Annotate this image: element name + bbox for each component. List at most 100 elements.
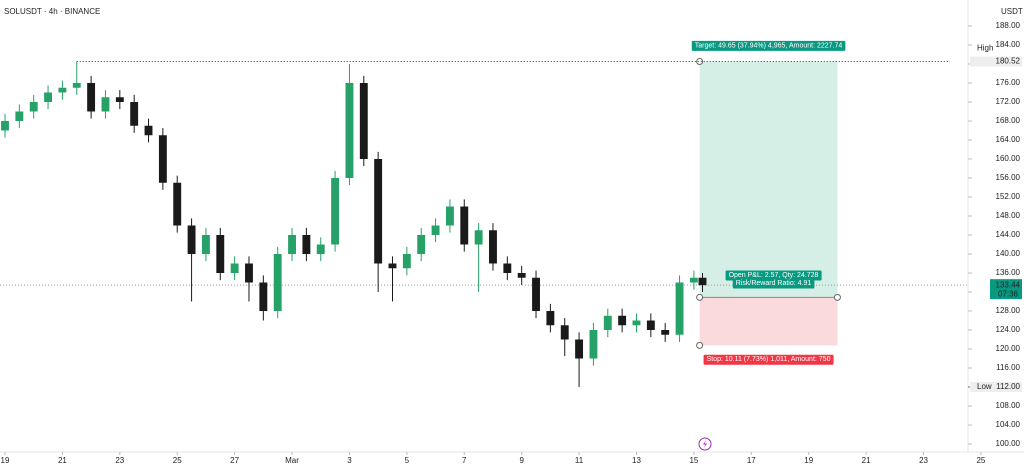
position-handle xyxy=(833,293,841,301)
high-label: High xyxy=(977,44,993,53)
candle-body xyxy=(575,339,584,359)
tag: Target: 49.65 (37.94%) 4,965, Amount: 22… xyxy=(691,40,846,51)
y-tick-label: 176.00 xyxy=(996,78,1021,87)
candle-body xyxy=(144,125,153,136)
x-tick-label: 23 xyxy=(919,456,928,465)
candle-body xyxy=(431,225,440,236)
candle-body xyxy=(259,282,268,312)
x-tick-label: 7 xyxy=(462,456,467,465)
candle-body xyxy=(589,330,598,359)
candle-body xyxy=(87,82,96,112)
y-tick-label: 184.00 xyxy=(996,40,1021,49)
y-tick-label: 156.00 xyxy=(996,173,1021,182)
x-tick-label: Mar xyxy=(285,456,299,465)
candle-body xyxy=(374,158,383,264)
candle-body xyxy=(689,277,698,283)
x-tick-label: 3 xyxy=(347,456,352,465)
candle-body xyxy=(546,311,555,326)
y-tick-label: 168.00 xyxy=(996,116,1021,125)
y-tick-label: 148.00 xyxy=(996,211,1021,220)
candle-body xyxy=(646,320,655,331)
candle-body xyxy=(517,273,526,278)
candle-body xyxy=(445,206,454,226)
candle-body xyxy=(115,97,124,102)
candle-body xyxy=(173,182,182,226)
tag-text: Open P&L: 2.57, Qty: 24.728 xyxy=(729,272,819,279)
tag-text: Risk/Reward Ratio: 4.91 xyxy=(736,280,812,287)
candle-body xyxy=(345,82,354,178)
axis-tag-bg xyxy=(970,382,1022,393)
candle-body xyxy=(331,177,340,245)
x-tick-label: 25 xyxy=(976,456,985,465)
tag-bg xyxy=(732,278,815,289)
axis-tag-text: 180.52 xyxy=(996,57,1021,66)
tag-text: Target: 49.65 (37.94%) 4,965, Amount: 22… xyxy=(695,42,843,49)
tag-bg xyxy=(703,354,834,365)
y-tick-label: 104.00 xyxy=(996,420,1021,429)
candle-body xyxy=(474,230,483,245)
candle-body xyxy=(532,277,540,312)
y-tick-label: 144.00 xyxy=(996,230,1021,239)
y-tick-label: 108.00 xyxy=(996,401,1021,410)
y-tick-label: 188.00 xyxy=(996,21,1021,30)
candle-body xyxy=(44,92,52,102)
candle-body xyxy=(29,101,38,112)
x-tick-label: 27 xyxy=(230,456,239,465)
position-handle xyxy=(696,293,704,301)
y-tick-label: 124.00 xyxy=(996,325,1021,334)
candle-body xyxy=(560,325,569,340)
x-tick-label: 25 xyxy=(173,456,182,465)
currency: USDT xyxy=(1001,7,1023,16)
candle-body xyxy=(1,120,9,131)
last-price-tag xyxy=(990,279,1022,300)
tag: Risk/Reward Ratio: 4.91 xyxy=(732,278,815,289)
axis-tag: 180.52 xyxy=(970,56,1022,67)
y-tick-label: 152.00 xyxy=(996,192,1021,201)
candle-body xyxy=(316,244,325,255)
lightning-icon[interactable] xyxy=(698,437,712,451)
x-tick-label: 13 xyxy=(632,456,641,465)
candle-body xyxy=(158,135,167,183)
position-handle xyxy=(696,58,704,66)
y-tick-label: 100.00 xyxy=(996,439,1021,448)
candle-body xyxy=(201,235,210,255)
candle-body xyxy=(489,230,497,264)
axis-tag-bg xyxy=(970,56,1022,67)
candle-body xyxy=(230,263,239,274)
candle-body xyxy=(359,82,368,159)
candle-body xyxy=(618,315,627,326)
candle-body xyxy=(273,254,282,312)
y-tick-label: 160.00 xyxy=(996,154,1021,163)
tag-bg xyxy=(691,40,846,51)
chart-title: SOLUSDT · 4h · BINANCE xyxy=(4,7,100,16)
candle-body xyxy=(661,330,670,335)
axis-tag: 112.00 xyxy=(970,382,1022,393)
candle-body xyxy=(58,87,67,93)
candle-body xyxy=(302,235,311,255)
x-tick-label: 19 xyxy=(804,456,813,465)
candle-body xyxy=(288,235,296,255)
x-tick-label: 23 xyxy=(115,456,124,465)
candle-body xyxy=(245,263,253,283)
x-tick-label: 15 xyxy=(689,456,698,465)
tag-text: Stop: 10.11 (7.73%) 1,011, Amount: 750 xyxy=(707,356,831,363)
candle-body xyxy=(675,282,684,335)
stop-zone xyxy=(699,297,838,346)
candle-body xyxy=(15,111,24,121)
candle-body xyxy=(388,263,397,269)
x-tick-label: 11 xyxy=(575,456,584,465)
countdown-text: 07:36 xyxy=(998,289,1019,298)
candle-body xyxy=(603,315,612,331)
y-tick-label: 164.00 xyxy=(996,135,1021,144)
candle-body xyxy=(698,277,707,286)
x-tick-label: 5 xyxy=(405,456,410,465)
axis-tag-text: 112.00 xyxy=(996,382,1020,391)
candle-body xyxy=(187,225,196,255)
position-handle xyxy=(696,341,704,349)
target-zone xyxy=(699,61,838,298)
x-tick-label: 21 xyxy=(58,456,67,465)
x-tick-label: 19 xyxy=(1,456,10,465)
last-price-text: 133.44 xyxy=(996,280,1021,289)
